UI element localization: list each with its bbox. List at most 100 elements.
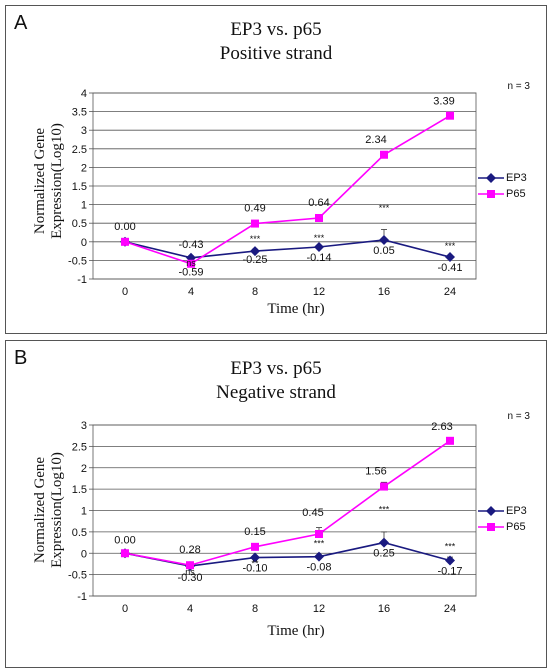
series-line-p65 <box>124 115 451 265</box>
data-point-ep3 <box>314 551 324 562</box>
data-point-p65 <box>315 530 323 539</box>
data-point-ep3 <box>445 252 455 263</box>
data-label-p65: 2.63 <box>431 421 452 433</box>
data-point-p65 <box>251 219 259 228</box>
y-tick-label: 0.5 <box>72 218 87 230</box>
y-tick-label: -0.5 <box>68 570 87 582</box>
data-point-p65 <box>121 237 129 246</box>
y-axis-label-a: Normalized Gene Expression(Log10) <box>32 123 65 239</box>
data-point-ep3 <box>445 555 455 566</box>
chart-panel-a: -1 -0.5 0 0.5 1 1.5 2 2.5 3 3.5 4 0 4 8 12 16 24 0.00 -0.4… <box>5 5 547 334</box>
significance-marker: ns <box>185 567 195 577</box>
series-line-p65 <box>124 440 451 567</box>
data-point-ep3 <box>379 537 389 548</box>
data-point-ep3 <box>250 246 260 257</box>
legend-diamond-icon <box>478 506 504 516</box>
x-tick-label: 24 <box>444 286 456 298</box>
x-tick-label: 0 <box>122 286 128 298</box>
data-label-p65: 0.64 <box>308 197 329 209</box>
y-tick-label: 2 <box>81 463 87 475</box>
data-point-p65 <box>446 436 454 445</box>
y-tick-label: 2.5 <box>72 144 87 156</box>
x-tick-label: 8 <box>252 603 258 615</box>
x-tick-label: 0 <box>122 603 128 615</box>
data-label-ep3: 0.00 <box>114 534 135 546</box>
y-tick-label: 1.5 <box>72 484 87 496</box>
y-tick-label: 1.5 <box>72 181 87 193</box>
data-point-p65 <box>380 150 388 159</box>
y-tick-label: -0.5 <box>68 255 87 267</box>
significance-marker: *** <box>250 234 261 244</box>
significance-marker: ns <box>186 258 196 268</box>
y-axis-label-b: Normalized Gene Expression(Log10) <box>32 452 65 568</box>
x-tick-label: 8 <box>252 286 258 298</box>
data-point-ep3 <box>250 552 260 563</box>
data-label-ep3: 0.00 <box>114 221 135 233</box>
chart-title-b: EP3 vs. p65 <box>230 358 322 379</box>
data-point-p65 <box>446 111 454 120</box>
y-tick-label: 1 <box>81 506 87 518</box>
chart-subtitle-a: Positive strand <box>219 43 333 64</box>
x-axis-label-a: Time (hr) <box>267 301 325 317</box>
data-point-p65 <box>251 542 259 551</box>
legend-diamond-icon <box>478 173 504 183</box>
data-label-ep3: -0.17 <box>437 566 462 578</box>
sample-size-label-b: n = 3 <box>507 411 530 422</box>
chart-plot-b: -1 -0.5 0 0.5 1 1.5 2 2.5 3 0 4 8 12 16 24 0.00 -0.30 -0.… <box>68 420 477 615</box>
panel-letter-b: B <box>14 347 28 369</box>
data-label-p65: 3.39 <box>433 96 454 108</box>
data-label-p65: 2.34 <box>365 134 386 146</box>
data-label-ep3: 0.05 <box>373 245 394 257</box>
significance-marker: *** <box>314 539 325 549</box>
chart-plot-a: -1 -0.5 0 0.5 1 1.5 2 2.5 3 3.5 4 0 4 8 12 16 24 0.00 -0.4… <box>68 88 477 298</box>
data-label-p65: -0.59 <box>178 267 203 279</box>
y-tick-label: 0 <box>81 237 87 249</box>
data-label-ep3: -0.43 <box>178 239 203 251</box>
significance-marker: *** <box>445 542 456 552</box>
chart-subtitle-b: Negative strand <box>216 382 336 403</box>
y-tick-label: 1 <box>81 200 87 212</box>
data-label-p65: 1.56 <box>365 466 386 478</box>
data-point-p65 <box>187 259 195 268</box>
panel-letter-a: A <box>14 12 28 34</box>
data-label-p65: 0.28 <box>179 544 200 556</box>
significance-marker: *** <box>379 505 390 515</box>
data-label-p65: 0.45 <box>302 507 323 519</box>
data-label-ep3: -0.30 <box>177 572 202 584</box>
significance-marker: *** <box>445 241 456 251</box>
x-tick-label: 24 <box>444 603 456 615</box>
y-tick-label: 0.5 <box>72 527 87 539</box>
data-label-ep3: -0.41 <box>437 262 462 274</box>
series-line-ep3 <box>124 239 451 259</box>
sample-size-label-a: n = 3 <box>507 81 530 92</box>
data-label-ep3: -0.14 <box>306 252 331 264</box>
data-point-p65 <box>186 561 194 570</box>
y-tick-label: 2 <box>81 162 87 174</box>
significance-marker: *** <box>314 233 325 243</box>
x-tick-label: 12 <box>313 603 325 615</box>
data-label-p65: 0.49 <box>244 203 265 215</box>
data-point-p65 <box>121 549 129 558</box>
data-label-ep3: -0.25 <box>242 254 267 266</box>
x-tick-label: 16 <box>378 603 390 615</box>
y-tick-label: -1 <box>77 591 87 603</box>
y-tick-label: 3 <box>81 420 87 432</box>
significance-marker: *** <box>379 203 390 213</box>
legend-square-icon <box>478 523 504 531</box>
y-tick-label: 0 <box>81 548 87 560</box>
y-tick-label: 2.5 <box>72 441 87 453</box>
data-point-p65 <box>315 213 323 222</box>
data-label-p65: 0.15 <box>244 526 265 538</box>
significance-marker: ** <box>251 559 259 569</box>
x-tick-label: 12 <box>313 286 325 298</box>
y-tick-label: 3 <box>81 125 87 137</box>
data-point-ep3 <box>379 234 389 245</box>
legend-square-icon <box>478 190 504 198</box>
y-tick-label: 3.5 <box>72 107 87 119</box>
y-tick-label: 4 <box>81 88 87 100</box>
x-tick-label: 16 <box>378 286 390 298</box>
x-tick-label: 4 <box>188 286 194 298</box>
data-label-ep3: -0.08 <box>306 562 331 574</box>
x-axis-label-b: Time (hr) <box>267 623 325 639</box>
data-label-ep3: -0.10 <box>242 563 267 575</box>
